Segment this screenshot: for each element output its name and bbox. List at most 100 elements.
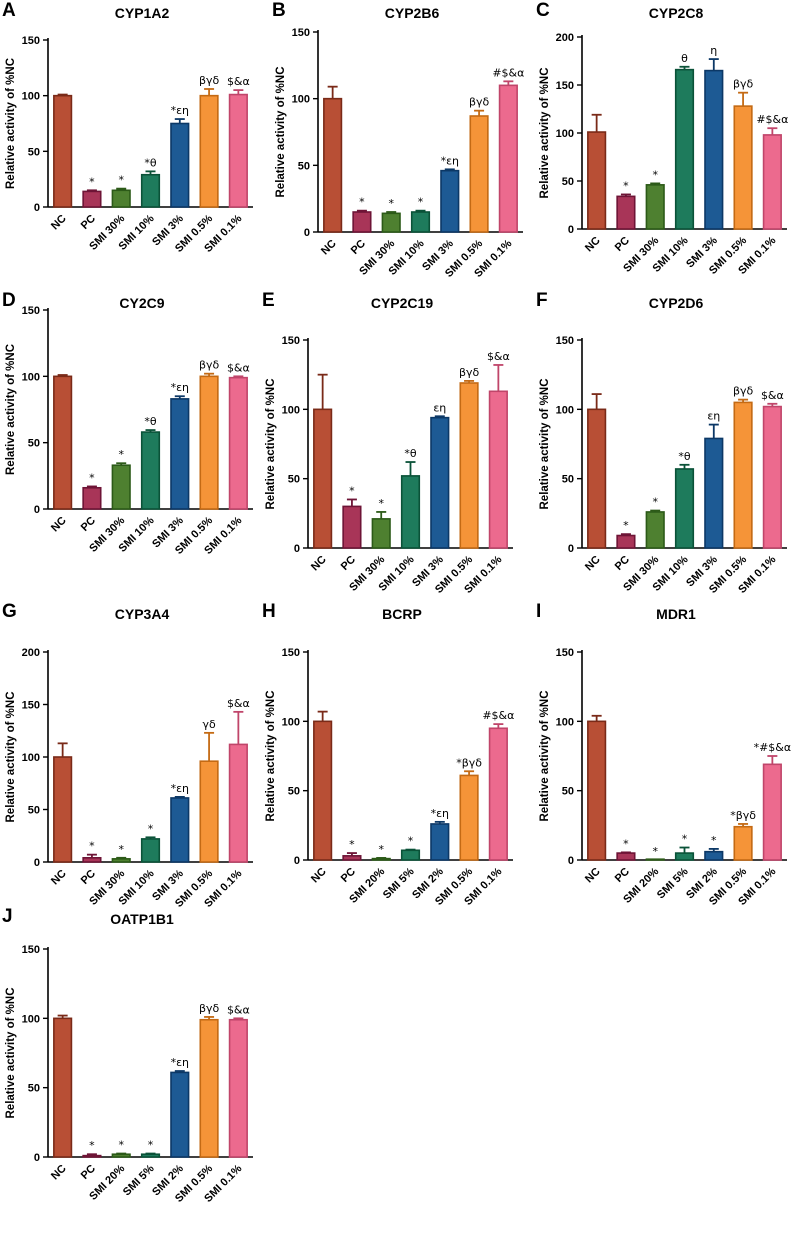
bar — [498, 84, 518, 233]
significance-label: $&α — [227, 1003, 250, 1016]
bar — [53, 94, 73, 208]
panel-h: H BCRP 0 50 100 150 Relative activity of %NC… — [262, 601, 522, 908]
significance-label: * — [652, 496, 658, 509]
significance-label: *βγδ — [730, 809, 756, 822]
panel-c: C CYP2C8 0 50 100 150 200 Relative activity o… — [536, 0, 796, 302]
bar — [645, 858, 665, 861]
panel-letter: F — [536, 290, 548, 311]
panel-letter: D — [2, 290, 16, 311]
y-tick-label: 200 — [22, 647, 40, 659]
y-tick-label: 150 — [22, 35, 40, 47]
bar — [733, 825, 753, 861]
category-label: PC — [613, 866, 632, 885]
y-tick-label: 0 — [568, 224, 574, 236]
significance-label: $&α — [761, 389, 784, 402]
significance-label: * — [418, 196, 424, 209]
significance-label: $&α — [487, 350, 510, 363]
bar — [170, 122, 190, 208]
bar — [53, 1017, 73, 1158]
bar — [313, 720, 333, 861]
y-tick-label: 100 — [282, 404, 300, 416]
y-tick-label: 0 — [34, 504, 40, 516]
panel-title: CYP1A2 — [114, 5, 170, 21]
y-axis-label: Relative activity of %NC — [265, 690, 277, 821]
bar — [111, 189, 131, 208]
bar — [587, 720, 607, 861]
y-tick-label: 150 — [22, 700, 40, 712]
significance-label: * — [623, 837, 629, 850]
significance-label: #$&α — [756, 113, 788, 126]
significance-label: * — [349, 484, 355, 497]
bar — [140, 1153, 161, 1158]
bar — [762, 134, 782, 230]
bar — [704, 850, 724, 861]
y-tick-label: 0 — [568, 543, 574, 555]
category-label: NC — [49, 1163, 69, 1183]
y-axis-label: Relative activity of %NC — [275, 66, 287, 197]
bar — [111, 858, 131, 863]
bar — [459, 774, 479, 861]
chart-svg: 0 50 100 150 200 Relative activity of %NC NC * P… — [539, 32, 788, 277]
panel-a: A CYP1A2 0 50 100 150 Relative activity of %… — [2, 0, 262, 302]
significance-label: * — [89, 840, 95, 853]
y-tick-label: 50 — [298, 160, 310, 172]
panel-letter: J — [2, 906, 13, 927]
y-tick-label: 150 — [22, 305, 40, 317]
y-tick-label: 0 — [34, 1152, 40, 1164]
bar — [469, 115, 489, 233]
significance-label: *εη — [431, 807, 449, 820]
y-axis-label: Relative activity of %NC — [539, 690, 551, 821]
bar — [82, 190, 102, 208]
significance-label: βγδ — [199, 1002, 220, 1015]
significance-label: *θ — [144, 415, 157, 428]
significance-label: * — [652, 168, 658, 181]
bar — [400, 849, 421, 861]
y-tick-label: 50 — [28, 438, 40, 450]
significance-label: *θ — [678, 450, 691, 463]
panel-title: CYP2D6 — [648, 295, 704, 311]
panel-letter: G — [2, 601, 17, 622]
significance-label: * — [408, 835, 414, 848]
panel-letter: A — [2, 0, 16, 21]
bar — [199, 760, 219, 863]
significance-label: βγδ — [459, 366, 480, 379]
y-tick-label: 50 — [562, 786, 574, 798]
y-tick-label: 150 — [282, 335, 300, 347]
bar — [733, 105, 753, 230]
y-tick-label: 0 — [34, 857, 40, 869]
category-label: PC — [79, 515, 98, 534]
panel-letter: B — [272, 0, 286, 21]
y-tick-label: 150 — [282, 647, 300, 659]
category-label: NC — [309, 554, 329, 574]
significance-label: * — [148, 1139, 154, 1152]
y-tick-label: 100 — [22, 371, 40, 383]
bar — [430, 823, 450, 861]
significance-label: * — [118, 843, 124, 856]
significance-label: *εη — [171, 782, 189, 795]
bar — [371, 518, 391, 549]
panel-e: E CYP2C19 0 50 100 150 Relative activity of … — [262, 290, 522, 596]
bar — [170, 797, 190, 863]
bar — [440, 169, 460, 233]
bar — [323, 97, 343, 233]
y-tick-label: 200 — [556, 32, 574, 44]
bar — [111, 1153, 131, 1158]
panel-letter: H — [262, 601, 276, 622]
category-label: PC — [339, 866, 358, 885]
significance-label: * — [388, 197, 394, 210]
significance-label: εη — [433, 401, 446, 414]
significance-label: #$&α — [482, 709, 514, 722]
y-tick-label: 0 — [304, 227, 310, 239]
category-label: SMI 5% — [381, 865, 417, 901]
y-tick-label: 50 — [562, 474, 574, 486]
panel-b: B CYP2B6 0 50 100 150 Relative activity of %… — [272, 0, 532, 302]
panel-title: CYP3A4 — [114, 606, 170, 622]
y-tick-label: 50 — [288, 786, 300, 798]
bar — [170, 398, 190, 510]
bar — [313, 408, 333, 549]
bar — [140, 173, 161, 208]
panel-g: G CYP3A4 0 50 100 150 200 Relative activity o… — [2, 601, 262, 910]
y-axis-label: Relative activity of %NC — [5, 691, 17, 822]
significance-label: *θ — [144, 156, 157, 169]
significance-label: * — [349, 838, 355, 851]
